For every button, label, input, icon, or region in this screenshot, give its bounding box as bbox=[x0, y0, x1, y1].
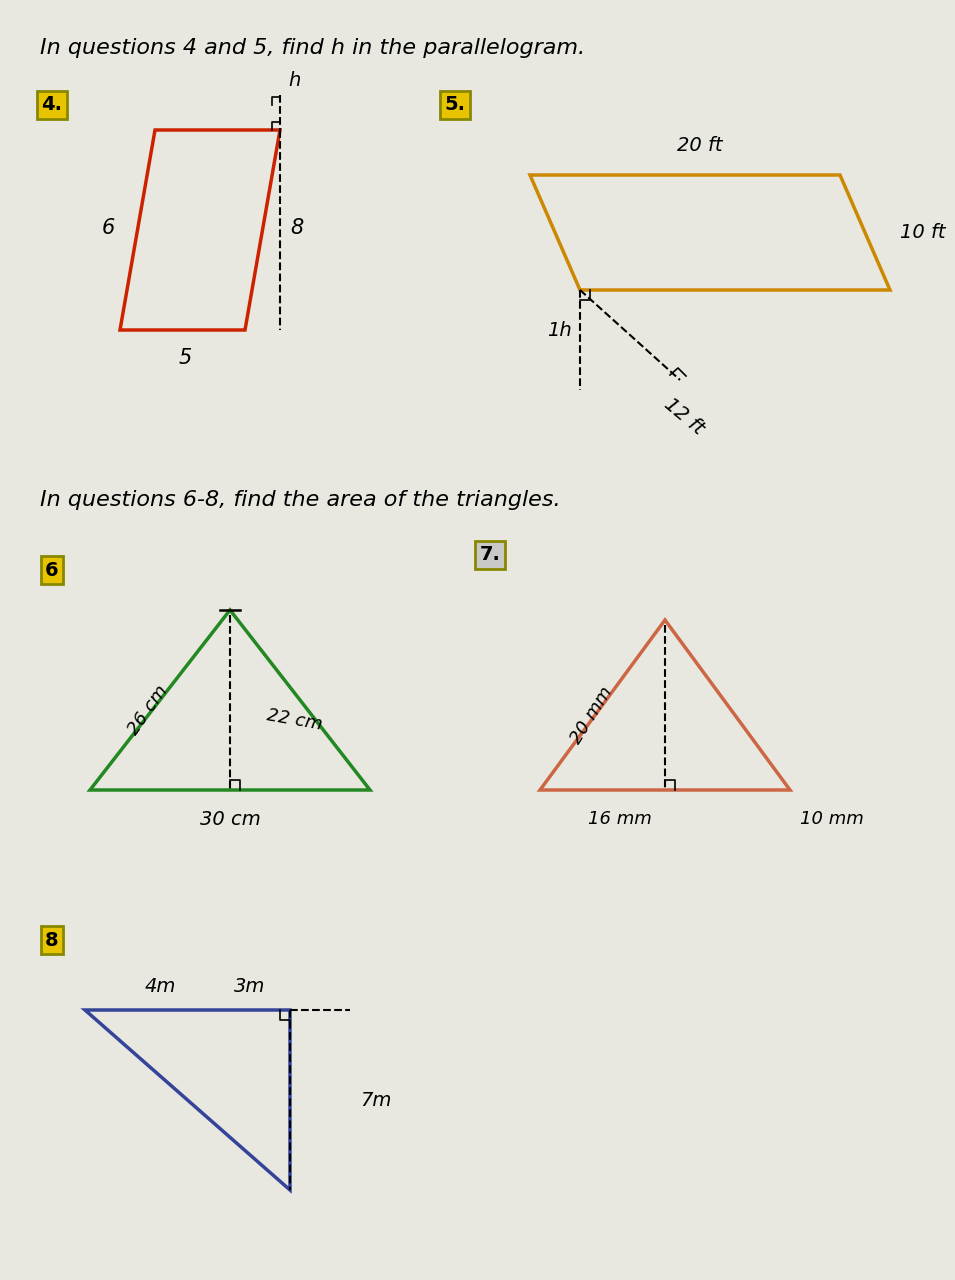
Text: 12 ft: 12 ft bbox=[660, 396, 707, 439]
Text: 22 cm: 22 cm bbox=[265, 707, 324, 733]
Text: In questions 4 and 5, find h in the parallelogram.: In questions 4 and 5, find h in the para… bbox=[40, 38, 585, 58]
Text: 10 mm: 10 mm bbox=[800, 810, 863, 828]
Text: 5: 5 bbox=[179, 348, 192, 369]
Text: 5.: 5. bbox=[444, 96, 465, 114]
Text: 6: 6 bbox=[45, 561, 59, 580]
Text: 10 ft: 10 ft bbox=[900, 223, 945, 242]
Text: 1h: 1h bbox=[547, 320, 572, 339]
Text: In questions 6-8, find the area of the triangles.: In questions 6-8, find the area of the t… bbox=[40, 490, 561, 509]
Text: 20 mm: 20 mm bbox=[567, 684, 617, 746]
Text: 7m: 7m bbox=[360, 1091, 392, 1110]
Text: 8: 8 bbox=[45, 931, 59, 950]
Text: h: h bbox=[288, 70, 301, 90]
Text: 26 cm: 26 cm bbox=[124, 682, 172, 739]
Text: 4m: 4m bbox=[144, 977, 176, 996]
Text: 16 mm: 16 mm bbox=[588, 810, 652, 828]
Text: 4.: 4. bbox=[41, 96, 62, 114]
Text: 8: 8 bbox=[290, 218, 304, 238]
Text: 20 ft: 20 ft bbox=[677, 136, 723, 155]
Text: 6: 6 bbox=[102, 218, 115, 238]
Text: 7.: 7. bbox=[479, 545, 500, 564]
Text: 30 cm: 30 cm bbox=[200, 810, 261, 829]
Text: 3m: 3m bbox=[234, 977, 265, 996]
